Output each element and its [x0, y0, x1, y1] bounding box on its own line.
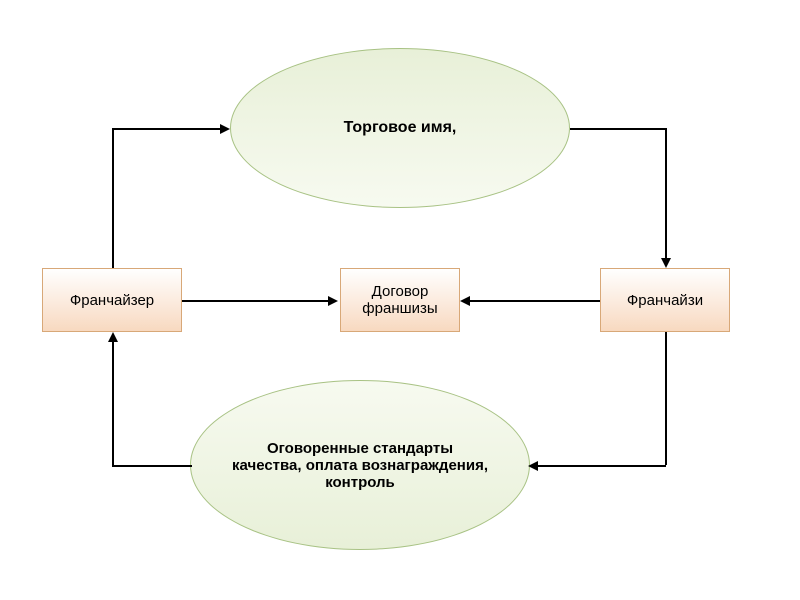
arrowhead-to-contract-right	[460, 296, 470, 306]
arrow-to-bottom-ellipse	[538, 465, 666, 467]
arrow-ellipse-right	[570, 128, 665, 130]
franchisor-label: Франчайзер	[70, 292, 154, 309]
arrowhead-to-bottom-ellipse	[528, 461, 538, 471]
trade-name-label: Торговое имя,	[344, 119, 457, 137]
arrow-franchisor-up	[112, 130, 114, 268]
arrow-franchisee-down	[665, 332, 667, 465]
standards-ellipse: Оговоренные стандарты качества, оплата в…	[190, 380, 530, 550]
franchisee-box: Франчайзи	[600, 268, 730, 332]
franchisor-box: Франчайзер	[42, 268, 182, 332]
arrowhead-to-contract-left	[328, 296, 338, 306]
arrow-franchisor-to-ellipse	[112, 128, 222, 130]
trade-name-ellipse: Торговое имя,	[230, 48, 570, 208]
arrowhead-to-franchisee-top	[661, 258, 671, 268]
arrow-franchisor-to-contract	[182, 300, 330, 302]
franchisee-label: Франчайзи	[627, 292, 703, 309]
arrow-franchisee-to-contract	[470, 300, 600, 302]
contract-label: Договор франшизы	[349, 283, 451, 317]
arrow-down-to-franchisee	[665, 128, 667, 258]
standards-label: Оговоренные стандарты качества, оплата в…	[231, 440, 489, 491]
arrowhead-to-top-ellipse	[220, 124, 230, 134]
arrow-ellipse-to-left	[112, 465, 192, 467]
contract-box: Договор франшизы	[340, 268, 460, 332]
arrow-up-to-franchisor	[112, 342, 114, 467]
arrowhead-to-franchisor-bottom	[108, 332, 118, 342]
